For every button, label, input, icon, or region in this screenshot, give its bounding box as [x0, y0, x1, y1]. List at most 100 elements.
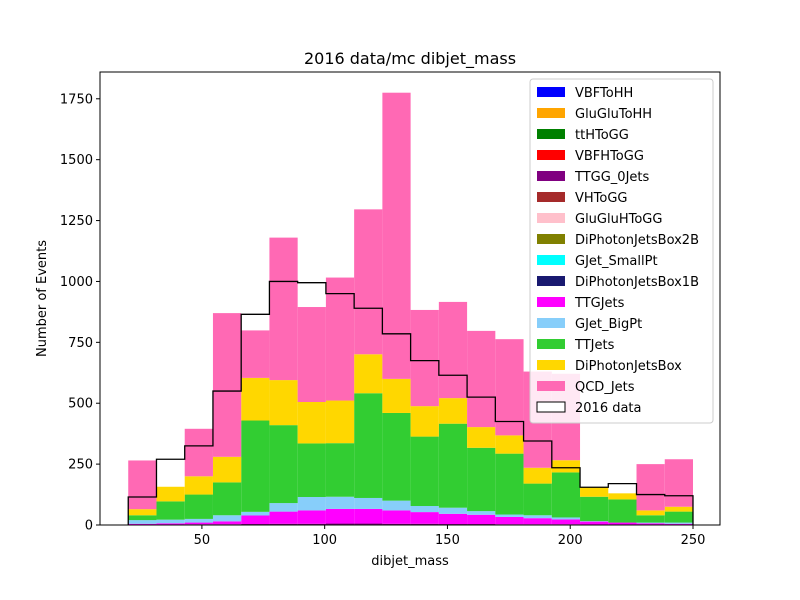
x-axis-ticks: 50 100 150 200 250	[194, 525, 705, 548]
data-step-line	[127, 280, 694, 525]
bar-ttgjets-13	[495, 516, 524, 525]
bar-ttjets-18	[636, 515, 665, 523]
x-tick-label: 200	[558, 533, 583, 548]
bar-diphotonjetsbox-1	[156, 486, 185, 502]
bar-diphotonjetsbox-6	[297, 402, 326, 444]
bar-diphotonjetsbox-11	[438, 398, 468, 424]
bar-qcd-jets-18	[636, 464, 665, 511]
bar-ttgg-0jets-10	[410, 523, 439, 525]
bar-gjet-bigpt-14	[523, 515, 552, 519]
bar-ttgg-0jets-6	[297, 523, 326, 525]
y-axis-label: Number of Events	[35, 240, 50, 357]
axes-frame	[99, 71, 721, 526]
bar-ttjets-8	[354, 393, 383, 498]
legend-label: 2016 data	[575, 401, 642, 416]
bar-qcd-jets-12	[467, 330, 496, 428]
y-tick-label: 1000	[60, 275, 93, 290]
bar-ttjets-19	[664, 511, 693, 523]
legend-label: TTGJets	[574, 296, 625, 311]
legend-swatch	[537, 318, 565, 328]
bar-gjet-bigpt-3	[212, 515, 242, 522]
legend: VBFToHH GluGluToHH ttHToGG VBFHToGG TTGG_0Je…	[529, 78, 714, 424]
data-step-layer	[127, 280, 694, 525]
chart-title: 2016 data/mc dibjet_mass	[304, 49, 516, 69]
bar-ttjets-12	[467, 447, 496, 512]
bar-ttjets-5	[269, 425, 298, 504]
bar-qcd-jets-10	[410, 309, 439, 407]
bar-ttjets-10	[410, 436, 439, 507]
bar-qcd-jets-6	[297, 307, 326, 403]
legend-swatch	[537, 129, 565, 139]
bar-ttgjets-9	[382, 510, 411, 524]
legend-label: GluGluToHH	[575, 107, 652, 122]
bar-ttgjets-6	[297, 510, 326, 524]
legend-swatch	[537, 339, 565, 349]
bar-ttgjets-3	[212, 521, 242, 525]
legend-label: VHToGG	[575, 191, 628, 206]
x-tick-label: 100	[312, 533, 337, 548]
legend-frame	[529, 78, 714, 424]
bar-ttgjets-0	[128, 523, 157, 525]
legend-label: QCD_Jets	[575, 380, 635, 395]
bar-ttjets-14	[523, 483, 552, 516]
bar-ttjets-1	[156, 501, 185, 520]
bar-ttjets-4	[241, 420, 270, 512]
legend-swatch	[537, 192, 565, 202]
legend-label: VBFToHH	[575, 86, 633, 101]
bar-qcd-jets-3	[212, 313, 242, 457]
legend-label: DiPhotonJetsBox2B	[575, 233, 699, 248]
legend-swatch	[537, 234, 565, 244]
bar-diphotonjetsbox-5	[269, 380, 298, 426]
bar-gjet-bigpt-11	[438, 507, 468, 514]
bar-diphotonjetsbox-19	[664, 506, 693, 512]
bar-diphotonjetsbox-8	[354, 354, 383, 394]
legend-swatch	[537, 297, 565, 307]
bar-ttgjets-10	[410, 512, 439, 524]
bar-ttgjets-18	[636, 523, 665, 525]
bar-diphotonjetsbox-15	[551, 460, 581, 473]
bar-ttgjets-5	[269, 511, 298, 524]
bar-qcd-jets-2	[184, 428, 213, 477]
x-tick-label: 150	[435, 533, 460, 548]
y-axis-ticks: 0 250 500 750 1000 1250 1500 1750	[60, 92, 100, 534]
bar-diphotonjetsbox-3	[212, 456, 242, 483]
y-tick-label: 1500	[60, 153, 93, 168]
legend-label: GluGluHToGG	[575, 212, 662, 227]
bar-diphotonjetsbox-16	[580, 487, 609, 497]
bar-ttgjets-7	[325, 508, 355, 524]
legend-swatch	[537, 108, 565, 118]
bar-qcd-jets-19	[664, 459, 693, 507]
bar-qcd-jets-9	[382, 92, 411, 379]
bar-layer	[128, 92, 693, 525]
bar-ttgg-0jets-9	[382, 523, 411, 525]
bar-gjet-bigpt-10	[410, 506, 439, 513]
bar-diphotonjetsbox-0	[128, 509, 157, 516]
bar-qcd-jets-11	[438, 301, 468, 399]
bar-diphotonjetsbox-14	[523, 467, 552, 484]
legend-swatch	[537, 360, 565, 370]
y-tick-label: 1750	[60, 92, 93, 107]
y-tick-label: 1250	[60, 214, 93, 229]
legend-label: VBFHToGG	[575, 149, 644, 164]
bar-gjet-bigpt-7	[325, 496, 355, 509]
legend-swatch	[537, 87, 565, 97]
bar-ttgjets-15	[551, 519, 581, 525]
bar-ttgjets-8	[354, 508, 383, 524]
bar-ttjets-11	[438, 423, 468, 508]
bar-gjet-bigpt-19	[664, 522, 693, 524]
y-tick-label: 750	[68, 336, 93, 351]
legend-swatch	[537, 276, 565, 286]
y-tick-label: 250	[68, 458, 93, 473]
bar-gjet-bigpt-6	[297, 496, 326, 511]
legend-swatch	[536, 401, 566, 413]
x-axis-label: dibjet_mass	[371, 554, 449, 569]
bar-ttjets-13	[495, 453, 524, 515]
bar-diphotonjetsbox-2	[184, 476, 213, 495]
bar-ttjets-0	[128, 515, 157, 521]
legend-swatch	[537, 213, 565, 223]
legend-swatch	[537, 255, 565, 265]
bar-ttgjets-2	[184, 522, 213, 525]
bar-ttgjets-12	[467, 514, 496, 525]
bar-diphotonjetsbox-10	[410, 406, 439, 437]
bar-ttgjets-19	[664, 523, 693, 525]
